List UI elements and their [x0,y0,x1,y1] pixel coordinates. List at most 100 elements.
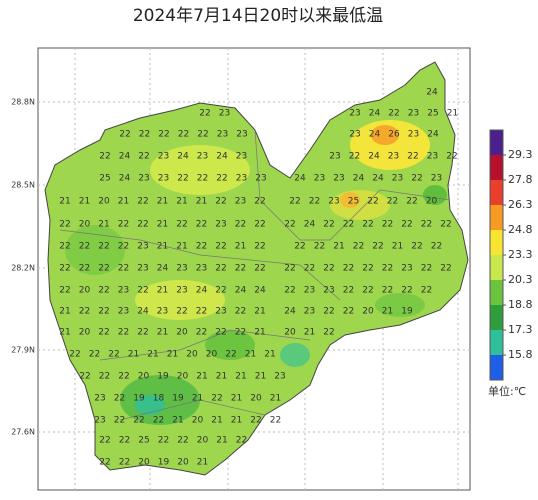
station-value: 21 [128,350,139,360]
station-value: 21 [382,307,393,317]
station-value: 22 [372,242,383,252]
station-value: 22 [284,264,295,274]
station-value: 22 [99,372,110,382]
station-value: 21 [59,197,70,207]
station-value: 22 [421,264,432,274]
colorbar-segment [490,330,503,355]
station-value: 21 [59,328,70,338]
station-value: 22 [411,242,422,252]
station-value: 24 [372,174,384,184]
station-value: 22 [99,152,110,162]
station-value: 20 [79,286,91,296]
station-value: 23 [137,264,148,274]
station-value: 23 [158,174,169,184]
station-value: 24 [369,130,381,140]
station-value: 21 [235,372,246,382]
station-value: 22 [196,220,207,230]
station-value: 23 [176,264,187,274]
station-value: 22 [89,350,100,360]
station-value: 22 [225,350,236,360]
station-value: 22 [118,220,129,230]
station-value: 20 [176,328,188,338]
station-value: 19 [158,458,170,468]
station-value: 22 [270,416,281,426]
station-value: 23 [329,152,340,162]
station-value: 22 [431,242,442,252]
station-value: 23 [236,130,247,140]
station-value: 19 [401,307,413,317]
station-value: 22 [362,264,373,274]
station-value: 23 [392,174,403,184]
station-value: 20 [362,307,374,317]
colorbar-segment [490,230,503,255]
station-value: 22 [343,220,354,230]
station-value: 20 [177,458,189,468]
station-value: 21 [196,372,207,382]
station-value: 22 [196,328,207,338]
station-value: 21 [231,394,242,404]
station-value: 22 [158,130,169,140]
station-value: 22 [235,264,246,274]
colorbar-label: 15.8 [508,348,533,361]
station-value: 23 [328,197,339,207]
station-value: 24 [254,286,266,296]
station-value: 23 [215,220,226,230]
lat-label: 27.6N [11,428,35,437]
station-value: 22 [119,458,130,468]
station-value: 22 [407,152,418,162]
station-value: 22 [343,286,354,296]
colorbar-segment [490,180,503,205]
station-value: 26 [388,130,400,140]
station-value: 24 [119,152,131,162]
station-value: 21 [245,350,256,360]
station-value: 18 [153,394,165,404]
colorbar-label: 23.3 [508,248,533,261]
station-value: 22 [98,286,109,296]
station-value: 22 [197,174,208,184]
station-value: 25 [348,197,359,207]
station-value: 22 [343,307,354,317]
station-value: 24 [369,109,381,119]
station-value: 23 [323,286,334,296]
station-value: 23 [349,130,360,140]
station-value: 22 [421,286,432,296]
station-value: 22 [387,197,398,207]
colorbar-label: 29.3 [508,148,533,161]
station-value: 22 [196,307,207,317]
station-value: 22 [284,286,295,296]
station-value: 22 [118,264,129,274]
station-value: 22 [254,197,265,207]
station-value: 21 [254,328,265,338]
station-value: 23 [333,174,344,184]
station-value: 22 [254,264,265,274]
station-value: 22 [137,197,148,207]
station-value: 22 [98,242,109,252]
station-value: 22 [215,264,226,274]
station-value: 23 [176,286,187,296]
station-value: 22 [199,109,210,119]
station-value: 21 [197,458,208,468]
station-value: 24 [196,286,208,296]
colorbar-label: 27.8 [508,173,533,186]
station-value: 23 [138,174,149,184]
station-value: 21 [333,242,344,252]
station-value: 23 [94,394,105,404]
station-value: 22 [323,220,334,230]
colorbar-label: 20.3 [508,273,533,286]
title: 2024年7月14日20时以来最低温 [133,6,383,26]
station-value: 24 [427,130,439,140]
station-value: 22 [215,286,226,296]
station-value: 22 [118,328,129,338]
station-value: 22 [235,220,246,230]
station-value: 24 [216,152,228,162]
station-value: 22 [353,242,364,252]
station-value: 23 [157,307,168,317]
station-value: 24 [235,286,247,296]
station-value: 23 [401,264,412,274]
station-value: 21 [304,328,315,338]
station-value: 22 [235,328,246,338]
colorbar-label: 17.3 [508,323,533,336]
station-value: 22 [176,307,187,317]
county-border [99,329,311,361]
station-value: 22 [98,328,109,338]
